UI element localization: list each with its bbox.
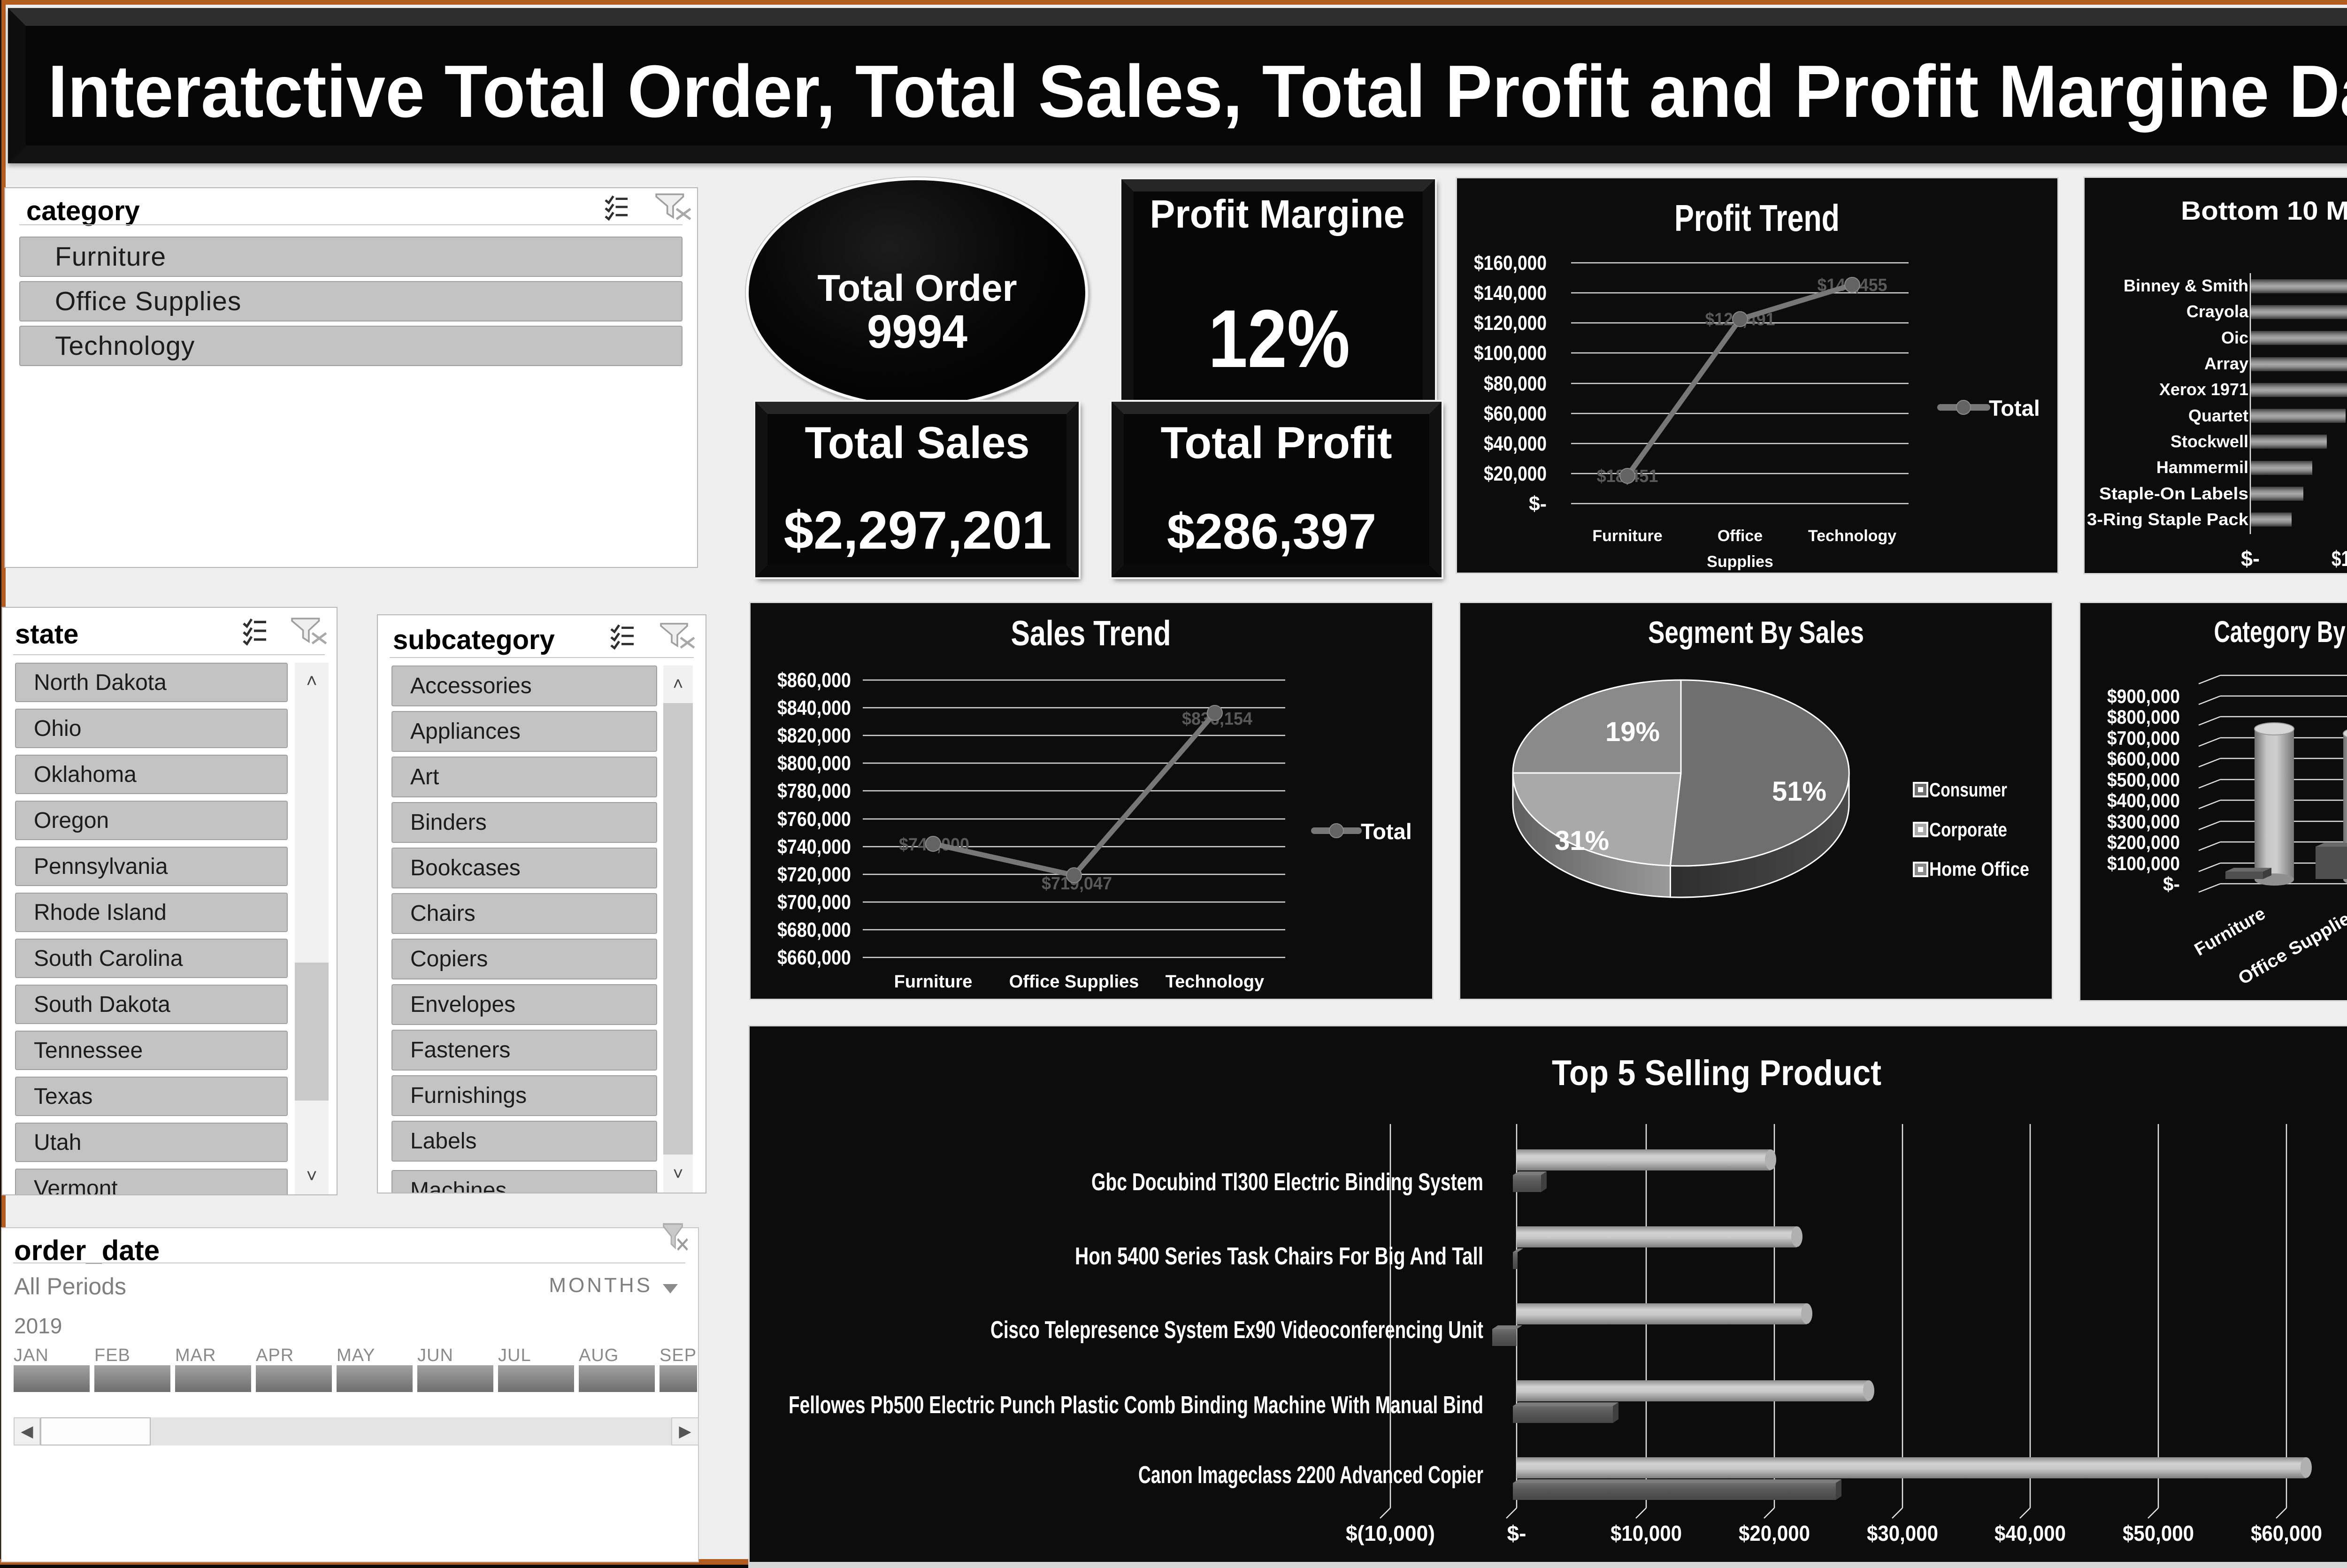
svg-text:$760,000: $760,000 [777,808,851,831]
svg-text:Total Sales: Total Sales [805,418,1030,468]
svg-text:12%: 12% [1208,293,1350,385]
svg-text:$200,000: $200,000 [2107,831,2180,853]
svg-text:$100,000: $100,000 [1474,342,1547,365]
svg-text:$820,000: $820,000 [777,724,851,747]
svg-text:$20,000: $20,000 [1739,1521,1810,1545]
svg-text:Corporate: Corporate [1929,818,2007,841]
svg-text:$40,000: $40,000 [1484,432,1547,455]
svg-text:$720,000: $720,000 [777,863,851,886]
svg-text:Furniture: Furniture [894,972,973,992]
svg-text:$140,000: $140,000 [1474,282,1547,305]
svg-text:Array: Array [2204,354,2248,373]
svg-text:$10,000: $10,000 [1611,1521,1682,1545]
svg-text:Stockwell: Stockwell [2171,432,2248,451]
svg-text:Consumer: Consumer [1929,779,2007,801]
svg-text:Crayola: Crayola [2186,302,2249,321]
svg-text:Category By Profit And Sales: Category By Profit And Sales [2214,615,2347,649]
svg-text:$(10,000): $(10,000) [1346,1521,1435,1545]
svg-text:$80,000: $80,000 [1484,372,1547,395]
svg-text:$120,000: $120,000 [1474,312,1547,335]
svg-text:$740,000: $740,000 [777,835,851,858]
svg-text:$20,000: $20,000 [1484,462,1547,485]
svg-text:$-: $- [1529,492,1547,515]
svg-text:$680,000: $680,000 [777,918,851,941]
svg-text:$500,000: $500,000 [2107,769,2180,791]
svg-text:Furniture: Furniture [1592,527,1662,545]
svg-text:Gbc Docubind Tl300 Electric Bi: Gbc Docubind Tl300 Electric Binding Syst… [1091,1169,1483,1196]
svg-text:Total: Total [1361,819,1412,844]
svg-text:$400,000: $400,000 [2107,789,2180,811]
svg-text:$600,000: $600,000 [2107,748,2180,770]
svg-text:$700,000: $700,000 [2107,727,2180,749]
svg-text:Hon 5400 Series Task Chairs Fo: Hon 5400 Series Task Chairs For Big And … [1075,1243,1483,1270]
svg-text:Cisco Telepresence System Ex90: Cisco Telepresence System Ex90 Videoconf… [990,1316,1483,1344]
svg-text:Total Order: Total Order [817,267,1017,309]
svg-text:Furniture: Furniture [2191,903,2269,960]
svg-text:Technology: Technology [1166,972,1264,992]
svg-text:$-: $- [1507,1521,1526,1545]
svg-text:31%: 31% [1555,826,1609,856]
svg-text:Xerox 1971: Xerox 1971 [2159,380,2248,399]
svg-text:Staple-On Labels: Staple-On Labels [2099,484,2248,503]
svg-text:$160,000: $160,000 [1474,252,1547,275]
svg-text:$2,297,201: $2,297,201 [784,501,1052,560]
svg-text:$60,000: $60,000 [1484,402,1547,425]
svg-text:$700,000: $700,000 [777,891,851,914]
svg-text:Interatctive Total Order, Tota: Interatctive Total Order, Total Sales, T… [48,50,2347,133]
svg-text:$30,000: $30,000 [1867,1521,1938,1545]
svg-text:$780,000: $780,000 [777,780,851,803]
svg-text:3-Ring Staple Pack: 3-Ring Staple Pack [2087,510,2249,529]
svg-text:$-: $- [2163,873,2180,895]
svg-text:$800,000: $800,000 [777,752,851,775]
svg-text:Office: Office [1718,527,1763,545]
svg-text:$800,000: $800,000 [2107,706,2180,728]
svg-text:Top 5 Selling Product: Top 5 Selling Product [1552,1053,1881,1093]
svg-text:Oic: Oic [2221,328,2248,347]
svg-text:Total Profit: Total Profit [1161,418,1392,468]
svg-text:$300,000: $300,000 [2107,811,2180,833]
svg-text:$40,000: $40,000 [1994,1521,2066,1545]
svg-text:$100: $100 [2332,546,2347,571]
svg-text:Segment By Sales: Segment By Sales [1648,615,1864,650]
svg-text:$50,000: $50,000 [2123,1521,2194,1545]
svg-text:Home Office: Home Office [1929,858,2029,880]
svg-text:$286,397: $286,397 [1167,503,1376,559]
svg-text:Hammermil: Hammermil [2156,458,2248,477]
svg-text:Quartet: Quartet [2188,406,2248,425]
svg-text:$860,000: $860,000 [777,669,851,692]
svg-text:9994: 9994 [867,306,967,358]
svg-text:Profit Margine: Profit Margine [1150,192,1405,236]
svg-text:Sales Trend: Sales Trend [1011,613,1171,653]
svg-text:Technology: Technology [1808,527,1896,545]
svg-text:19%: 19% [1605,717,1660,747]
svg-text:$60,000: $60,000 [2251,1521,2322,1545]
svg-text:$900,000: $900,000 [2107,685,2180,707]
svg-text:$660,000: $660,000 [777,946,851,969]
svg-text:Total: Total [1989,396,2040,421]
svg-text:51%: 51% [1772,776,1826,807]
svg-text:Profit Trend: Profit Trend [1674,197,1840,239]
svg-text:Office Supplies: Office Supplies [1009,972,1139,992]
svg-text:Supplies: Supplies [1707,553,1773,571]
svg-text:$-: $- [2241,546,2260,571]
svg-text:Bottom 10 Manufactures By Sale: Bottom 10 Manufactures By Sales [2181,196,2347,225]
svg-text:Fellowes Pb500 Electric Punch: Fellowes Pb500 Electric Punch Plastic Co… [789,1392,1483,1419]
svg-text:Canon Imageclass 2200 Advanced: Canon Imageclass 2200 Advanced Copier [1138,1461,1483,1489]
svg-text:$840,000: $840,000 [777,696,851,719]
svg-text:Binney & Smith: Binney & Smith [2124,276,2248,295]
svg-text:$100,000: $100,000 [2107,852,2180,874]
